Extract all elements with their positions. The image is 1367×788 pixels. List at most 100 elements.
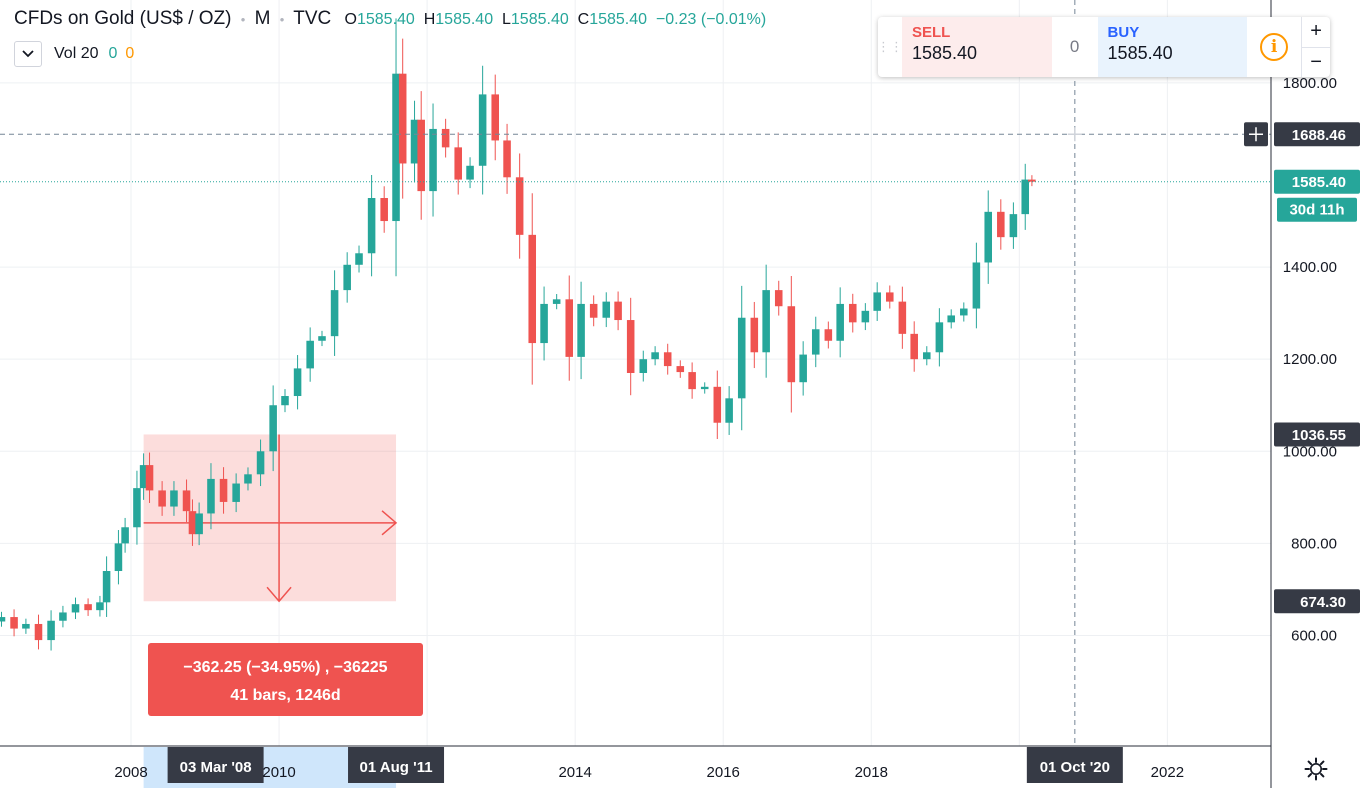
interval-label[interactable]: M <box>254 8 271 29</box>
candle-body <box>676 366 685 373</box>
symbol-legend: CFDs on Gold (US$ / OZ) • M • TVC O1585.… <box>14 8 766 30</box>
candle-body <box>873 292 881 311</box>
close-value: 1585.40 <box>589 11 648 28</box>
crosshair-cursor-icon <box>1067 127 1082 142</box>
candle-body <box>540 303 548 344</box>
sell-price: 1585.40 <box>912 43 978 63</box>
candle-body <box>626 320 635 373</box>
candle-body <box>410 119 419 164</box>
x-tick-label: 2016 <box>707 764 740 781</box>
candle-body <box>454 147 462 180</box>
candle-body <box>170 490 178 507</box>
candle-body <box>84 604 92 611</box>
candle-body <box>34 623 43 641</box>
candle-body <box>188 511 197 535</box>
zoom-in-button[interactable]: + <box>1310 20 1322 43</box>
candle-body <box>121 527 129 544</box>
candle-body <box>491 94 499 141</box>
measure-arrow-down-icon <box>266 586 292 603</box>
candle-body <box>417 119 425 192</box>
ohlc-values: O1585.40 H1585.40 L1585.40 C1585.40 −0.2… <box>345 11 767 28</box>
candle-body <box>614 301 622 321</box>
legend-dot: • <box>279 12 285 27</box>
candle-body <box>836 303 844 341</box>
sell-label: SELL <box>912 24 951 41</box>
candle-body <box>984 211 993 263</box>
candle-body <box>799 354 807 383</box>
drag-handle-icon[interactable]: ⋮⋮ <box>878 39 903 54</box>
info-icon: i <box>1260 33 1289 61</box>
low-label: L <box>502 11 511 28</box>
candle-body <box>145 465 154 491</box>
candle-body <box>1009 214 1018 238</box>
candle-body <box>923 352 931 360</box>
candle-body <box>478 94 487 166</box>
chevron-down-icon <box>22 50 34 58</box>
high-label: H <box>423 11 436 28</box>
candle-body <box>898 301 907 334</box>
candle-body <box>1028 179 1036 182</box>
symbol-title[interactable]: CFDs on Gold (US$ / OZ) <box>14 8 232 29</box>
candle-body <box>0 617 6 622</box>
candle-body <box>398 73 407 164</box>
candle-body <box>688 372 696 390</box>
collapse-button[interactable] <box>14 41 42 67</box>
candle-body <box>59 612 67 621</box>
measure-change: −362.25 (−34.95%) , −36225 <box>183 659 388 676</box>
change-value: −0.23 (−0.01%) <box>655 11 767 28</box>
candle-body <box>861 310 870 323</box>
measure-result-label: −362.25 (−34.95%) , −36225 41 bars, 1246… <box>148 643 423 716</box>
info-button[interactable]: i <box>1247 17 1301 77</box>
x-tick-label: 2008 <box>114 764 147 781</box>
plus-icon <box>1249 127 1263 142</box>
candle-body <box>281 396 289 406</box>
exchange-label: TVC <box>293 8 332 29</box>
candle-body <box>182 490 191 512</box>
candle-body <box>355 253 363 265</box>
candle-body <box>602 301 611 318</box>
volume-value-a: 0 <box>108 45 118 62</box>
quantity-value[interactable]: 0 <box>1051 17 1098 77</box>
candle-body <box>725 398 733 423</box>
y-tick-label: 1000.00 <box>1283 443 1337 460</box>
volume-label[interactable]: Vol 20 <box>54 45 99 62</box>
candle-body <box>997 211 1005 238</box>
measure-rectangle <box>143 434 397 602</box>
measure-bottom-badge: 674.30 <box>1300 594 1346 611</box>
candle-body <box>429 128 437 192</box>
candle-body <box>713 386 722 423</box>
sell-button[interactable]: SELL 1585.40 <box>902 17 1052 77</box>
candle-body <box>848 303 857 323</box>
candle-body <box>515 177 524 235</box>
candle-body <box>343 264 351 291</box>
open-label: O <box>344 11 357 28</box>
buy-price: 1585.40 <box>1107 43 1173 63</box>
candle-body <box>774 290 783 307</box>
x-tick-label: 2022 <box>1151 764 1184 781</box>
buy-button[interactable]: BUY 1585.40 <box>1097 17 1248 77</box>
buy-label: BUY <box>1107 24 1140 41</box>
candle-body <box>750 317 759 353</box>
candle-body <box>947 315 955 323</box>
measure-bars: 41 bars, 1246d <box>230 687 341 704</box>
open-value: 1585.40 <box>356 11 415 28</box>
candle-body <box>737 317 746 399</box>
candle-body <box>528 234 537 344</box>
x-tick-label: 2018 <box>855 764 888 781</box>
zoom-out-button[interactable]: − <box>1302 46 1330 78</box>
candle-body <box>972 262 981 309</box>
measure-start-date: 03 Mar '08 <box>180 759 252 776</box>
candle-body <box>71 604 80 613</box>
candle-body <box>256 451 265 475</box>
candle-body <box>158 490 166 507</box>
candle-body <box>935 322 944 353</box>
gear-icon[interactable] <box>1302 755 1330 783</box>
candle-body <box>589 303 598 318</box>
candle-body <box>380 198 388 222</box>
candle-body <box>293 368 302 397</box>
measure-bottom-badge-bg <box>1274 589 1360 614</box>
trade-panel: ⋮⋮ SELL 1585.40 0 BUY 1585.40 i + − <box>878 17 1330 77</box>
volume-legend: Vol 20 0 0 <box>14 41 134 67</box>
candle-body <box>367 198 376 254</box>
